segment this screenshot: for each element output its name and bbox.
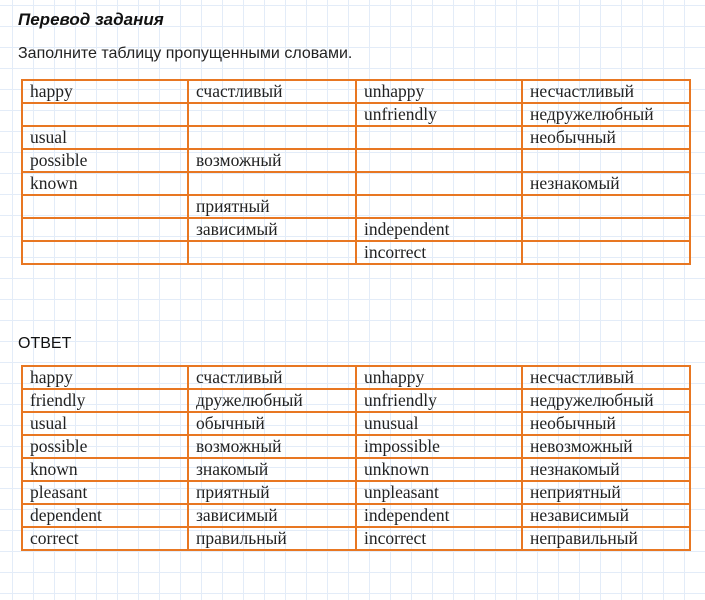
table-cell: приятный bbox=[187, 194, 357, 219]
table-cell: unusual bbox=[355, 411, 523, 436]
task-heading: Перевод задания bbox=[18, 10, 164, 29]
table-row: dependent зависимый independent независи… bbox=[21, 503, 691, 528]
task-instruction: Заполните таблицу пропущенными словами. bbox=[18, 45, 353, 62]
table-cell: обычный bbox=[187, 411, 357, 436]
table-cell: unfriendly bbox=[355, 388, 523, 413]
table-cell: usual bbox=[21, 411, 189, 436]
table-cell: unhappy bbox=[355, 365, 523, 390]
table-row: known незнакомый bbox=[21, 171, 691, 196]
table-cell bbox=[21, 217, 189, 242]
table-cell bbox=[355, 171, 523, 196]
table-cell: зависимый bbox=[187, 503, 357, 528]
table-cell: неприятный bbox=[521, 480, 691, 505]
table-row: happy счастливый unhappy несчастливый bbox=[21, 365, 691, 390]
table-row: friendly дружелюбный unfriendly недружел… bbox=[21, 388, 691, 413]
table-cell: pleasant bbox=[21, 480, 189, 505]
table-cell: необычный bbox=[521, 411, 691, 436]
table-cell: possible bbox=[21, 434, 189, 459]
table-row: correct правильный incorrect неправильны… bbox=[21, 526, 691, 551]
table-row: зависимый independent bbox=[21, 217, 691, 242]
table-cell: unknown bbox=[355, 457, 523, 482]
table-cell: возможный bbox=[187, 148, 357, 173]
table-cell bbox=[521, 240, 691, 265]
table-cell bbox=[355, 194, 523, 219]
table-row: usual необычный bbox=[21, 125, 691, 150]
table-cell: independent bbox=[355, 503, 523, 528]
table-cell: happy bbox=[21, 79, 189, 104]
table-row: possible возможный bbox=[21, 148, 691, 173]
table-cell: необычный bbox=[521, 125, 691, 150]
table-cell: невозможный bbox=[521, 434, 691, 459]
table-cell: недружелюбный bbox=[521, 102, 691, 127]
table-cell bbox=[21, 102, 189, 127]
answer-heading: ОТВЕТ bbox=[18, 335, 72, 352]
table-cell: happy bbox=[21, 365, 189, 390]
table-cell: independent bbox=[355, 217, 523, 242]
table-cell: знакомый bbox=[187, 457, 357, 482]
table-cell: дружелюбный bbox=[187, 388, 357, 413]
table-cell: usual bbox=[21, 125, 189, 150]
table-cell: счастливый bbox=[187, 365, 357, 390]
table-cell: correct bbox=[21, 526, 189, 551]
table-cell: зависимый bbox=[187, 217, 357, 242]
table-cell: возможный bbox=[187, 434, 357, 459]
table-cell bbox=[187, 102, 357, 127]
table-row: приятный bbox=[21, 194, 691, 219]
table-cell: known bbox=[21, 171, 189, 196]
table-cell bbox=[187, 125, 357, 150]
table-cell bbox=[521, 194, 691, 219]
table-cell: unpleasant bbox=[355, 480, 523, 505]
table-cell: независимый bbox=[521, 503, 691, 528]
table-cell: unfriendly bbox=[355, 102, 523, 127]
table-cell: незнакомый bbox=[521, 457, 691, 482]
table-cell: incorrect bbox=[355, 526, 523, 551]
table-cell bbox=[355, 125, 523, 150]
table-row: pleasant приятный unpleasant неприятный bbox=[21, 480, 691, 505]
table-cell: несчастливый bbox=[521, 365, 691, 390]
table-cell: приятный bbox=[187, 480, 357, 505]
table-row: incorrect bbox=[21, 240, 691, 265]
table-cell: незнакомый bbox=[521, 171, 691, 196]
table-cell: недружелюбный bbox=[521, 388, 691, 413]
table-cell: несчастливый bbox=[521, 79, 691, 104]
table-row: unfriendly недружелюбный bbox=[21, 102, 691, 127]
answer-table: happy счастливый unhappy несчастливый fr… bbox=[21, 365, 691, 551]
table-cell: friendly bbox=[21, 388, 189, 413]
table-cell: правильный bbox=[187, 526, 357, 551]
table-row: usual обычный unusual необычный bbox=[21, 411, 691, 436]
table-cell bbox=[21, 240, 189, 265]
table-row: known знакомый unknown незнакомый bbox=[21, 457, 691, 482]
table-cell: impossible bbox=[355, 434, 523, 459]
table-cell bbox=[187, 171, 357, 196]
table-row: happy счастливый unhappy несчастливый bbox=[21, 79, 691, 104]
table-cell bbox=[355, 148, 523, 173]
task-table: happy счастливый unhappy несчастливый un… bbox=[21, 79, 691, 265]
table-cell bbox=[521, 148, 691, 173]
table-cell bbox=[21, 194, 189, 219]
table-cell: неправильный bbox=[521, 526, 691, 551]
table-cell bbox=[187, 240, 357, 265]
table-cell: счастливый bbox=[187, 79, 357, 104]
table-cell bbox=[521, 217, 691, 242]
table-cell: known bbox=[21, 457, 189, 482]
table-cell: possible bbox=[21, 148, 189, 173]
table-cell: incorrect bbox=[355, 240, 523, 265]
table-cell: dependent bbox=[21, 503, 189, 528]
table-cell: unhappy bbox=[355, 79, 523, 104]
table-row: possible возможный impossible невозможны… bbox=[21, 434, 691, 459]
